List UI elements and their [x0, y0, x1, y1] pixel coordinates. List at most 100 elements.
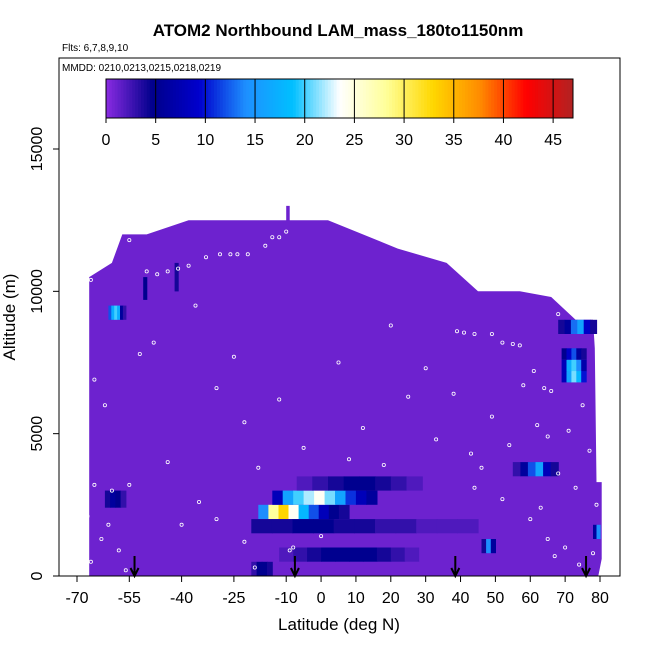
track-point: [301, 445, 306, 450]
track-point: [434, 437, 439, 442]
heat-cell: [108, 305, 112, 320]
colorbar-tick-label: 10: [196, 132, 214, 149]
colorbar-segment: [488, 79, 492, 118]
heat-cell: [457, 519, 479, 534]
colorbar-segment: [427, 79, 431, 118]
colorbar-segment: [193, 79, 197, 118]
track-point: [472, 485, 477, 490]
colorbar-segment: [467, 79, 472, 118]
track-point: [109, 235, 114, 240]
colorbar-tick-label: 35: [445, 132, 463, 149]
colorbar-segment: [517, 79, 521, 118]
heat-cell: [307, 547, 322, 562]
track-point: [102, 246, 107, 251]
heat-cell: [561, 359, 568, 372]
heat-cell: [349, 547, 364, 562]
colorbar-segment: [543, 79, 548, 118]
heat-cell: [390, 547, 406, 562]
y-tick-label: 15000: [29, 127, 46, 172]
colorbar-tick-label: 0: [102, 132, 111, 149]
heat-cell: [298, 504, 310, 519]
heat-cell: [566, 359, 572, 372]
track-point: [556, 471, 561, 476]
heat-cell: [376, 547, 392, 562]
track-point: [538, 505, 543, 510]
track-point: [165, 460, 170, 465]
track-point: [549, 388, 554, 393]
y-tick-label: 10000: [29, 269, 46, 314]
colorbar-segment: [380, 79, 384, 118]
colorbar-segment: [549, 79, 554, 118]
colorbar-segment: [564, 79, 568, 118]
colorbar-segment: [190, 79, 195, 118]
heatmap-layer: [89, 205, 602, 576]
colorbar-segment: [187, 79, 192, 118]
x-tick-label: 20: [382, 590, 400, 607]
heat-cell: [362, 547, 378, 562]
colorbar-segment: [552, 79, 556, 118]
track-point: [580, 403, 585, 408]
track-point: [489, 331, 494, 336]
track-point: [284, 229, 289, 234]
colorbar-segment: [266, 79, 270, 118]
colorbar-segment: [254, 79, 259, 118]
heat-cell: [328, 504, 340, 519]
colorbar-segment: [219, 79, 224, 118]
colorbar-segment: [368, 79, 373, 118]
x-axis-label: Latitude (deg N): [278, 615, 400, 634]
colorbar-segment: [231, 79, 235, 118]
track-point: [228, 252, 233, 257]
colorbar-segment: [342, 79, 346, 118]
colorbar-segment: [412, 79, 416, 118]
track-point: [186, 263, 191, 268]
colorbar-segment: [173, 79, 177, 118]
colorbar-tick-label: 40: [495, 132, 513, 149]
heat-cell: [293, 547, 308, 562]
track-point: [472, 331, 477, 336]
colorbar-segment: [392, 79, 396, 118]
track-point: [287, 548, 292, 553]
colorbar-segment: [275, 79, 279, 118]
colorbar-segment: [129, 79, 133, 118]
heat-cell: [520, 462, 529, 477]
colorbar-segment: [438, 79, 443, 118]
heat-cell: [558, 319, 566, 334]
colorbar-segment: [222, 79, 227, 118]
track-point: [106, 522, 111, 527]
track-point: [510, 341, 515, 346]
colorbar-segment: [555, 79, 559, 118]
colorbar-segment: [292, 79, 297, 118]
colorbar-segment: [286, 79, 291, 118]
heat-cell: [104, 490, 111, 508]
colorbar-segment: [263, 79, 268, 118]
track-point: [85, 514, 90, 519]
colorbar-segment: [462, 79, 466, 118]
track-point: [545, 537, 550, 542]
track-point: [176, 266, 181, 271]
colorbar-segment: [138, 79, 142, 118]
colorbar-segment: [243, 79, 247, 118]
colorbar-segment: [424, 79, 428, 118]
track-point: [123, 568, 128, 573]
track-point: [489, 414, 494, 419]
colorbar-segment: [155, 79, 160, 118]
track-point: [454, 329, 459, 334]
heat-cell: [282, 490, 294, 505]
track-point: [127, 238, 132, 243]
chart-title: ATOM2 Northbound LAM_mass_180to1150nm: [153, 21, 524, 40]
colorbar-segment: [523, 79, 527, 118]
colorbar-segment: [348, 79, 352, 118]
heat-cell: [571, 348, 577, 360]
track-point: [587, 448, 592, 453]
colorbar-segment: [383, 79, 387, 118]
heat-cell: [590, 319, 598, 334]
colorbar-segment: [558, 79, 562, 118]
colorbar-segment: [365, 79, 370, 118]
colorbar-segment: [298, 79, 303, 118]
track-point: [252, 565, 257, 570]
colorbar-segment: [441, 79, 446, 118]
colorbar-segment: [532, 79, 536, 118]
track-point: [214, 386, 219, 391]
track-point: [594, 502, 599, 507]
